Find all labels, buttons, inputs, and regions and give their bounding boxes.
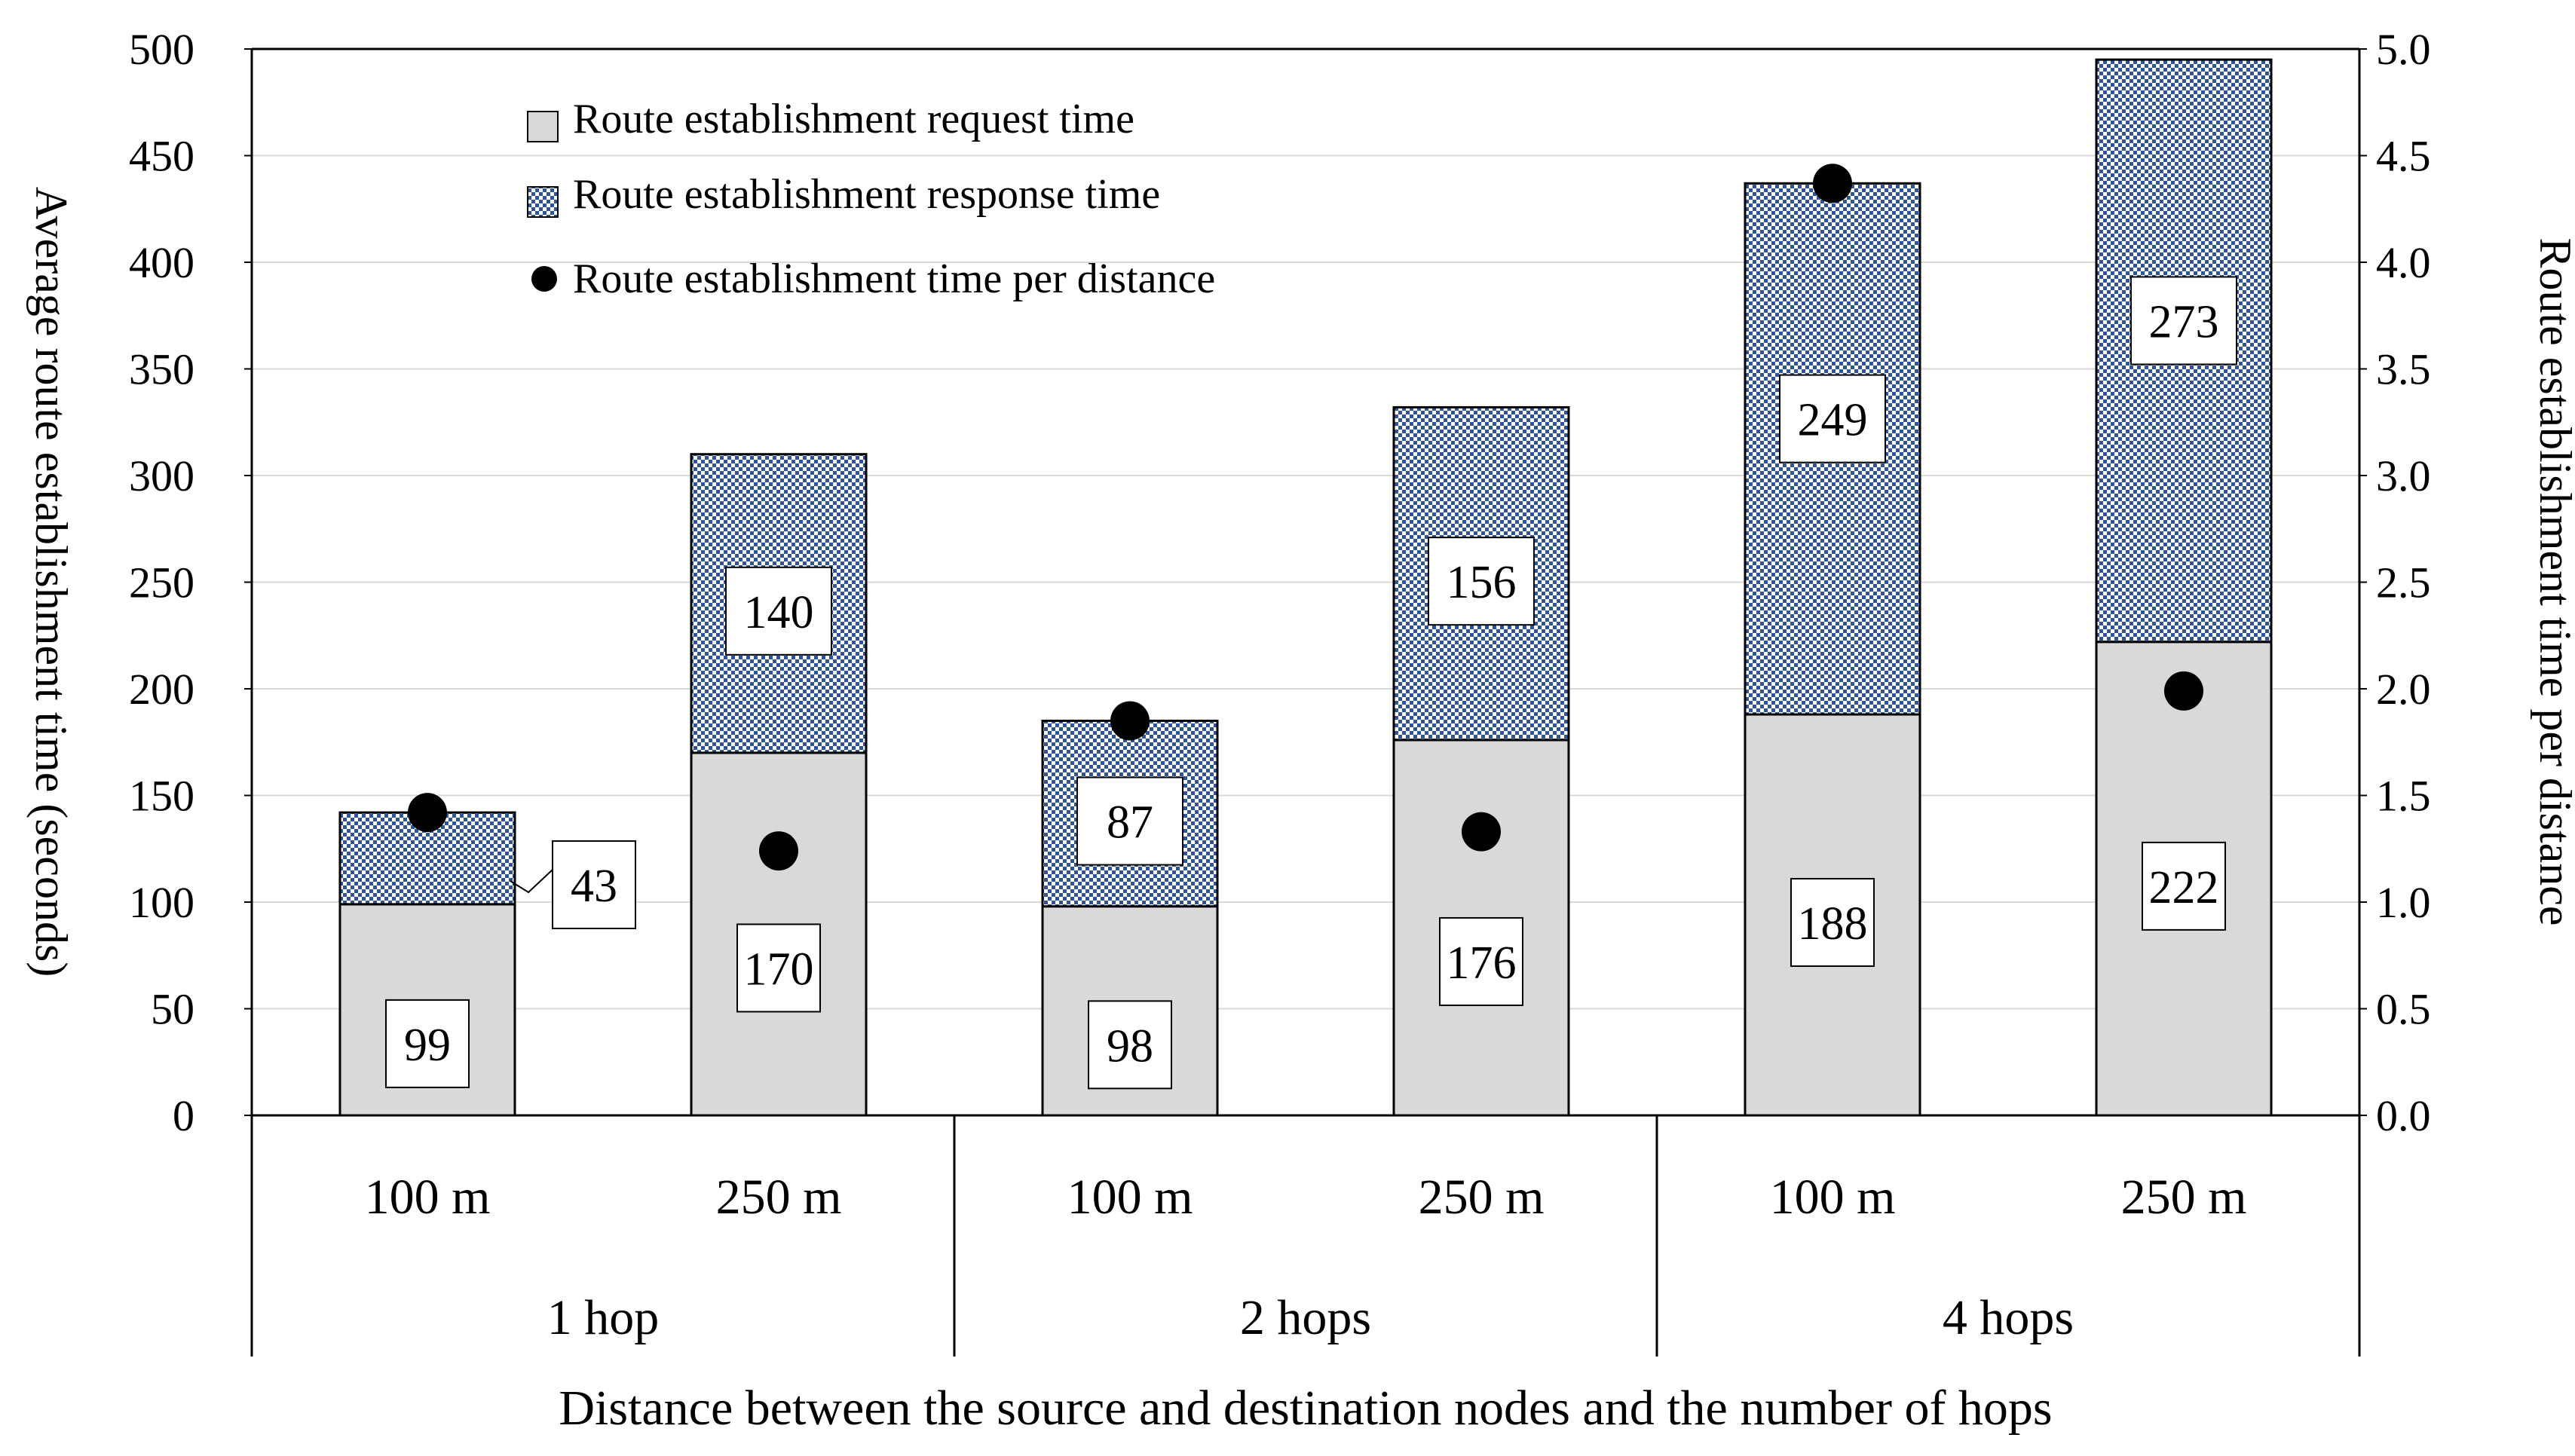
y2-tick-label: 3.0 — [2376, 451, 2431, 500]
bars — [338, 58, 2273, 1117]
y2-tick-label: 1.0 — [2376, 878, 2431, 927]
y-tick-label: 150 — [129, 772, 194, 821]
data-label-box-request — [2142, 841, 2226, 931]
y2-tick-label: 3.5 — [2376, 345, 2431, 394]
data-labels: 99 43 170 140 98 87 176 156 188 249 222 273 — [385, 276, 2237, 1090]
x-axis-title: Distance between the source and destinat… — [559, 1381, 2052, 1436]
y2-tick-label: 4.5 — [2376, 132, 2431, 181]
dot-per-distance — [1813, 164, 1852, 203]
data-label-box-response — [1076, 776, 1183, 866]
y2-tick-label: 2.5 — [2376, 558, 2431, 607]
data-label-request: 98 — [1107, 1020, 1153, 1072]
y2-tick-label: 0.5 — [2376, 985, 2431, 1034]
legend-swatch-response — [527, 186, 559, 218]
dot-per-distance — [2164, 671, 2203, 711]
legend-swatch-request — [527, 111, 559, 142]
data-label-response: 87 — [1107, 797, 1153, 849]
legend-label-per-distance: Route establishment time per distance — [573, 255, 1215, 302]
data-label-box-request — [385, 999, 470, 1088]
y-axis-title: Average route establishment time (second… — [26, 187, 76, 977]
data-label-box-request — [1790, 877, 1875, 967]
y-tick-label: 100 — [129, 878, 194, 927]
x-group-label: 1 hop — [547, 1290, 660, 1345]
data-label-box-request — [736, 923, 821, 1013]
data-label-box-response — [1779, 374, 1886, 463]
data-label-box-response — [1428, 537, 1535, 626]
tick-labels: 0 50 100 150 200 250 300 350 400 450 500 0.0 0.5 1.0 1… — [129, 25, 2431, 1140]
y-tick-label: 0 — [173, 1091, 194, 1140]
y-tick-label: 50 — [151, 985, 194, 1034]
data-label-box-request — [1088, 1000, 1172, 1090]
x-category-label: 100 m — [365, 1170, 491, 1225]
y2-axis-title: Route establishment time per distance — [2531, 237, 2575, 925]
data-label-response: 156 — [1447, 557, 1517, 608]
legend-swatch-per-distance — [531, 266, 557, 292]
data-label-response: 273 — [2149, 296, 2219, 347]
data-label-box-request — [1439, 916, 1523, 1006]
data-label-request: 176 — [1447, 938, 1517, 989]
legend-label-request: Route establishment request time — [573, 96, 1134, 142]
x-group-label: 2 hops — [1240, 1290, 1371, 1345]
axes — [250, 47, 2361, 1117]
callout-leader — [510, 869, 553, 894]
data-label-response: 249 — [1798, 395, 1868, 446]
y-tick-label: 200 — [129, 665, 194, 714]
data-label-request: 188 — [1798, 898, 1868, 950]
data-label-request: 222 — [2149, 862, 2219, 913]
y2-tick-label: 4.0 — [2376, 238, 2431, 287]
data-label-box-response — [552, 840, 636, 929]
category-axis: 100 m 250 m 100 m 250 m 100 m 250 m 1 hop 2 hop… — [250, 1115, 2361, 1357]
x-category-label: 250 m — [2121, 1170, 2247, 1225]
data-label-request: 99 — [404, 1020, 451, 1071]
dot-per-distance — [408, 793, 447, 833]
y2-tick-label: 1.5 — [2376, 772, 2431, 821]
data-label-response: 140 — [744, 587, 814, 638]
dot-per-distance — [759, 831, 798, 871]
y-tick-label: 450 — [129, 132, 194, 181]
y-tick-label: 300 — [129, 451, 194, 500]
x-group-label: 4 hops — [1943, 1290, 2074, 1345]
data-label-box-response — [725, 566, 832, 656]
x-category-label: 250 m — [716, 1170, 842, 1225]
x-category-label: 100 m — [1067, 1170, 1193, 1225]
y2-tick-label: 2.0 — [2376, 665, 2431, 714]
y-tick-label: 250 — [129, 558, 194, 607]
y-tick-label: 400 — [129, 238, 194, 287]
dot-per-distance — [1110, 701, 1150, 741]
y2-tick-label: 0.0 — [2376, 1091, 2431, 1140]
legend: Route establishment request time Route e… — [527, 96, 1215, 302]
y-tick-label: 350 — [129, 345, 194, 394]
legend-label-response: Route establishment response time — [573, 171, 1160, 218]
data-label-request: 170 — [744, 944, 814, 995]
dots — [408, 164, 2203, 871]
x-category-label: 100 m — [1770, 1170, 1896, 1225]
x-category-label: 250 m — [1419, 1170, 1545, 1225]
data-label-box-response — [2130, 276, 2237, 366]
dot-per-distance — [1462, 812, 1501, 852]
y-tick-label: 500 — [129, 25, 194, 74]
y2-tick-label: 5.0 — [2376, 25, 2431, 74]
data-label-response: 43 — [571, 861, 617, 912]
